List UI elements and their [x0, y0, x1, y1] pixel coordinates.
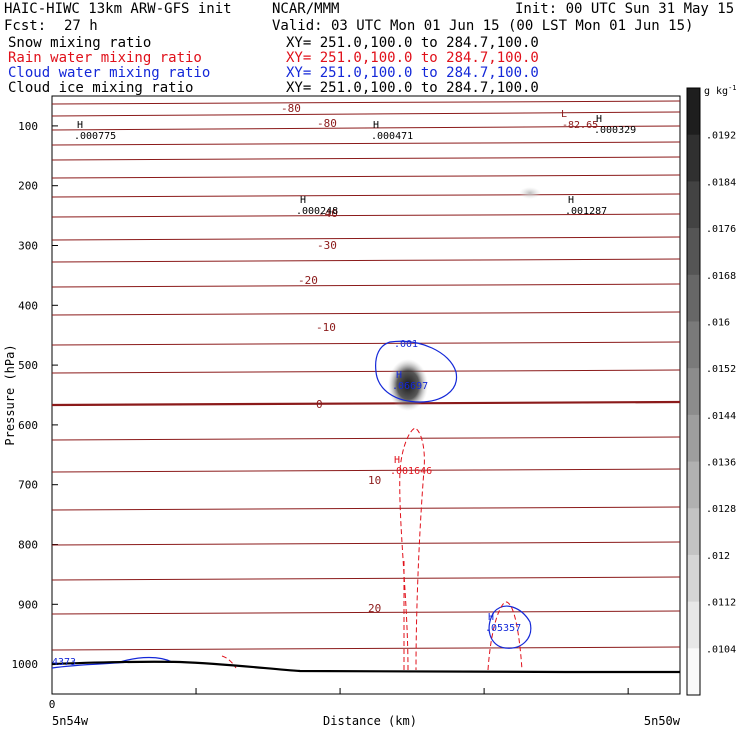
- plot-frame: [51, 95, 681, 695]
- org-label: NCAR/MMM: [272, 1, 340, 17]
- field-xy-rain: XY= 251.0,100.0 to 284.7,100.0: [286, 50, 539, 66]
- isotherm-label-neg30: -30: [317, 239, 337, 252]
- colorbar-cell: [687, 508, 700, 556]
- extremum-value-2: .000471: [371, 131, 413, 142]
- colorbar-frame: [686, 87, 701, 696]
- extremum-type-4: H: [596, 114, 602, 125]
- y-tick-label-500: 500: [18, 359, 38, 372]
- x-end-label: 5n50w: [644, 714, 681, 728]
- field-name-rain: Rain water mixing ratio: [8, 50, 202, 66]
- y-tick-label-100: 100: [18, 120, 38, 133]
- field-name-cloud-ice: Cloud ice mixing ratio: [8, 80, 194, 96]
- colorbar-cell: [687, 554, 700, 603]
- colorbar-cell: [687, 134, 700, 182]
- cloud-water-contours: [51, 340, 532, 669]
- extremum-type-6: H: [568, 195, 574, 206]
- y-tick-label-600: 600: [18, 419, 38, 432]
- y-tick-label-900: 900: [18, 598, 38, 611]
- field-xy-cloud-water: XY= 251.0,100.0 to 284.7,100.0: [286, 65, 539, 81]
- colorbar-cell: [687, 601, 700, 649]
- colorbar-tick-label: .0168: [706, 271, 736, 282]
- terrain-line: [51, 660, 681, 674]
- extremum-value-7: .06697: [392, 381, 428, 392]
- extremum-type-1: H: [77, 120, 83, 131]
- colorbar: g kg-1 .0192 .0184 .0176 .0168 .016 .0152 .014…: [686, 84, 737, 696]
- colorbar-tick-label: .0184: [706, 177, 736, 188]
- colorbar-tick-label: .0176: [706, 224, 736, 235]
- extremum-value-4: .000329: [594, 125, 636, 136]
- colorbar-tick-label: .0144: [706, 411, 736, 422]
- y-tick-label-300: 300: [18, 240, 38, 253]
- y-tick-label-800: 800: [18, 539, 38, 552]
- x-axis-title: Distance (km): [323, 714, 417, 728]
- field-xy-cloud-ice: XY= 251.0,100.0 to 284.7,100.0: [286, 80, 539, 96]
- colorbar-cell: [687, 181, 700, 229]
- colorbar-tick-label: .0104: [706, 644, 736, 655]
- isotherm-label-neg80-b: -80: [317, 117, 337, 130]
- extremum-type-7: H: [396, 370, 402, 381]
- rain-water-contours: [221, 427, 523, 671]
- y-tick-label-200: 200: [18, 180, 38, 193]
- x-zero-label: 0: [49, 698, 56, 711]
- colorbar-cell: [687, 461, 700, 509]
- field-xy-snow: XY= 251.0,100.0 to 284.7,100.0: [286, 35, 539, 51]
- isotherm-label-neg40: -40: [318, 207, 338, 220]
- init-time: Init: 00 UTC Sun 31 May 15: [515, 1, 735, 17]
- colorbar-cell: [687, 228, 700, 276]
- extremum-type-8: H: [394, 455, 400, 466]
- colorbar-tick-label: .016: [706, 317, 730, 328]
- y-tick-label-1000: 1000: [12, 658, 39, 671]
- extremum-value-10: 4373: [52, 657, 76, 668]
- y-tick-label-700: 700: [18, 479, 38, 492]
- field-name-snow: Snow mixing ratio: [8, 35, 152, 51]
- colorbar-tick-label: .012: [706, 551, 730, 562]
- extremum-type-3: L: [561, 109, 567, 120]
- isotherm-label-10: 10: [368, 474, 381, 487]
- y-axis-title: Pressure (hPa): [3, 344, 17, 445]
- extremum-value-6: .001287: [565, 206, 607, 217]
- colorbar-tick-label: .0136: [706, 458, 736, 469]
- colorbar-cell: [687, 368, 700, 416]
- extremum-type-2: H: [373, 120, 379, 131]
- isotherm-label-neg20: -20: [298, 274, 318, 287]
- mixing-ratio-shade-upper: [519, 187, 541, 199]
- colorbar-cell: [687, 321, 700, 369]
- model-title: HAIC-HIWC 13km ARW-GFS init: [4, 1, 232, 17]
- colorbar-tick-label: .0192: [706, 131, 736, 142]
- isotherm-lines: [51, 100, 681, 651]
- extremum-value-3: -82.65: [562, 120, 598, 131]
- colorbar-cell: [687, 414, 700, 463]
- x-start-label: 5n54w: [52, 714, 89, 728]
- extremum-value-9: .05357: [485, 623, 521, 634]
- isotherm-label-0: 0: [316, 398, 323, 411]
- colorbar-tick-label: .0152: [706, 364, 736, 375]
- field-name-cloud-water: Cloud water mixing ratio: [8, 65, 211, 81]
- colorbar-unit: g kg-1: [704, 84, 737, 97]
- isotherm-label-20: 20: [368, 602, 381, 615]
- isotherm-label-neg10: -10: [316, 321, 336, 334]
- extremum-value-5: .000248: [296, 206, 338, 217]
- valid-time: Valid: 03 UTC Mon 01 Jun 15 (00 LST Mon …: [272, 18, 694, 34]
- extremum-type-5: H: [300, 195, 306, 206]
- forecast-hour: 27 h: [64, 18, 98, 34]
- colorbar-tick-label: .0112: [706, 598, 736, 609]
- y-tick-label-400: 400: [18, 299, 38, 312]
- extremum-value-8: .001646: [390, 466, 432, 477]
- extremum-value-1: .000775: [74, 131, 116, 142]
- colorbar-cell: [687, 274, 700, 322]
- extremum-type-9: H: [488, 612, 494, 623]
- colorbar-cell: [687, 648, 700, 696]
- forecast-label: Fcst:: [4, 18, 47, 34]
- colorbar-cell: [687, 88, 700, 136]
- colorbar-tick-label: .0128: [706, 504, 736, 515]
- cloud-water-contour-label: .001: [394, 339, 418, 350]
- isotherm-label-neg80-a: -80: [281, 102, 301, 115]
